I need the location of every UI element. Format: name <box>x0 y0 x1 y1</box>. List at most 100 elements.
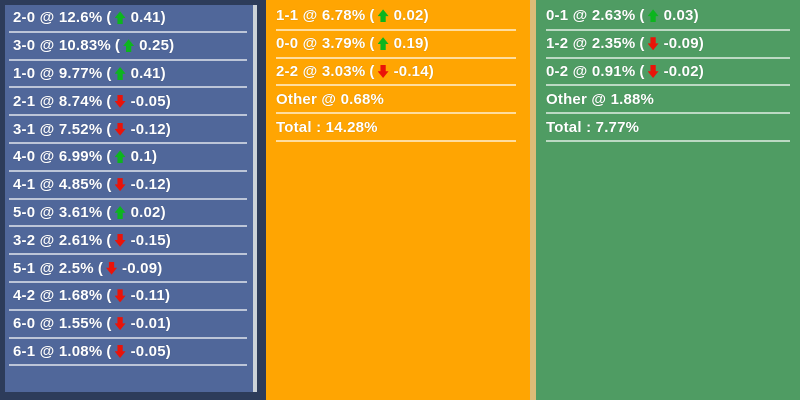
up-arrow-icon <box>114 66 126 80</box>
open-paren: ( <box>639 62 645 80</box>
open-paren: ( <box>369 35 375 53</box>
change-value: -0.15) <box>130 231 171 249</box>
score-label: 6-1 @ 1.08% <box>13 342 103 360</box>
score-row: 1-1 @ 6.78%(0.02) <box>276 3 516 31</box>
change-value: 0.41) <box>130 64 166 82</box>
score-label: 0-0 @ 3.79% <box>276 35 366 53</box>
open-paren: ( <box>106 315 112 333</box>
change-value: 0.19) <box>393 35 429 53</box>
change-value: -0.12) <box>130 120 171 138</box>
score-row: 5-1 @ 2.5%( -0.09) <box>9 255 247 283</box>
open-paren: ( <box>639 7 645 25</box>
open-paren: ( <box>97 259 104 277</box>
score-label: Other @ 0.68% <box>276 90 385 108</box>
open-paren: ( <box>106 287 112 305</box>
change-value: -0.02) <box>663 62 704 80</box>
score-label: 1-2 @ 2.35% <box>546 35 636 53</box>
score-row: Other @ 1.88% <box>546 86 790 115</box>
score-row: 3-0 @ 10.83%(0.25) <box>9 33 247 61</box>
score-label: 5-0 @ 3.61% <box>13 203 103 221</box>
score-label: 2-1 @ 8.74% <box>13 92 103 110</box>
change-value: 0.1) <box>130 148 158 166</box>
score-row: 3-2 @ 2.61%( -0.15) <box>9 227 247 256</box>
down-arrow-icon <box>114 233 126 247</box>
change-value: 0.02) <box>130 203 166 221</box>
change-value: -0.01) <box>130 315 171 333</box>
down-arrow-icon <box>106 261 118 275</box>
open-paren: ( <box>106 231 112 249</box>
score-row: Other @ 0.68% <box>276 86 516 115</box>
total-label: Total : 14.28% <box>276 118 378 136</box>
open-paren: ( <box>114 37 121 55</box>
open-paren: ( <box>106 148 112 166</box>
score-label: 4-0 @ 6.99% <box>13 148 103 166</box>
score-row: 3-1 @ 7.52%( -0.12) <box>9 116 247 144</box>
score-label: 3-1 @ 7.52% <box>13 120 103 138</box>
score-label: Other @ 1.88% <box>546 90 655 108</box>
home-scores-column: 2-0 @ 12.6%(0.41) 3-0 @ 10.83%(0.25) 1-0 @… <box>0 0 266 400</box>
score-label: 1-1 @ 6.78% <box>276 7 366 25</box>
score-label: 4-1 @ 4.85% <box>13 176 103 194</box>
score-row: 2-1 @ 8.74%( -0.05) <box>9 88 247 117</box>
up-arrow-icon <box>377 37 389 51</box>
change-value: -0.09) <box>122 259 163 277</box>
score-row: 4-1 @ 4.85%( -0.12) <box>9 172 247 200</box>
down-arrow-icon <box>114 178 126 192</box>
open-paren: ( <box>369 62 375 80</box>
change-value: 0.03) <box>663 7 699 25</box>
home-scores-panel: 2-0 @ 12.6%(0.41) 3-0 @ 10.83%(0.25) 1-0 @… <box>5 5 257 392</box>
down-arrow-icon <box>377 64 389 78</box>
score-row: 0-2 @ 0.91%( -0.02) <box>546 59 790 87</box>
change-value: -0.12) <box>130 176 171 194</box>
score-label: 1-0 @ 9.77% <box>13 64 103 82</box>
open-paren: ( <box>106 64 112 82</box>
change-value: -0.11) <box>130 287 171 305</box>
score-row: 4-2 @ 1.68%( -0.11) <box>9 283 247 311</box>
score-row: 0-0 @ 3.79%(0.19) <box>276 31 516 59</box>
open-paren: ( <box>106 176 112 194</box>
change-value: 0.25) <box>139 37 175 55</box>
up-arrow-icon <box>377 9 389 23</box>
score-label: 4-2 @ 1.68% <box>13 287 103 305</box>
score-label: 0-1 @ 2.63% <box>546 7 636 25</box>
score-row: 4-0 @ 6.99%(0.1) <box>9 144 247 172</box>
down-arrow-icon <box>114 344 126 358</box>
change-value: -0.09) <box>663 35 704 53</box>
draw-scores-panel: 1-1 @ 6.78%(0.02) 0-0 @ 3.79%(0.19) 2-2 @ … <box>266 0 530 400</box>
change-value: -0.05) <box>130 92 171 110</box>
up-arrow-icon <box>114 11 126 25</box>
down-arrow-icon <box>114 289 126 303</box>
score-label: 2-2 @ 3.03% <box>276 62 366 80</box>
up-arrow-icon <box>647 9 659 23</box>
score-row: 6-0 @ 1.55%( -0.01) <box>9 311 247 339</box>
away-scores-panel: 0-1 @ 2.63%(0.03) 1-2 @ 2.35%(-0.09) 0-2 @… <box>536 0 800 400</box>
down-arrow-icon <box>114 122 126 136</box>
up-arrow-icon <box>123 39 135 53</box>
down-arrow-icon <box>114 317 126 331</box>
score-label: 2-0 @ 12.6% <box>13 9 103 27</box>
score-row: 1-0 @ 9.77%(0.41) <box>9 61 247 89</box>
score-label: 0-2 @ 0.91% <box>546 62 636 80</box>
down-arrow-icon <box>647 37 659 51</box>
score-label: 3-2 @ 2.61% <box>13 231 103 249</box>
open-paren: ( <box>106 9 112 27</box>
panel-divider <box>530 0 536 400</box>
score-label: 6-0 @ 1.55% <box>13 315 103 333</box>
change-value: -0.14) <box>393 62 434 80</box>
down-arrow-icon <box>647 64 659 78</box>
open-paren: ( <box>106 203 112 221</box>
open-paren: ( <box>639 35 645 53</box>
open-paren: ( <box>106 92 112 110</box>
score-row: 1-2 @ 2.35%( -0.09) <box>546 31 790 59</box>
total-label: Total : 7.77% <box>546 118 640 136</box>
score-row: 2-2 @ 3.03%( -0.14) <box>276 59 516 87</box>
up-arrow-icon <box>114 150 126 164</box>
total-row: Total : 14.28% <box>276 114 516 142</box>
total-row: Total : 7.77% <box>546 114 790 142</box>
open-paren: ( <box>106 342 112 360</box>
open-paren: ( <box>106 120 112 138</box>
score-label: 5-1 @ 2.5% <box>13 259 94 277</box>
open-paren: ( <box>369 7 375 25</box>
score-row: 0-1 @ 2.63%(0.03) <box>546 3 790 31</box>
